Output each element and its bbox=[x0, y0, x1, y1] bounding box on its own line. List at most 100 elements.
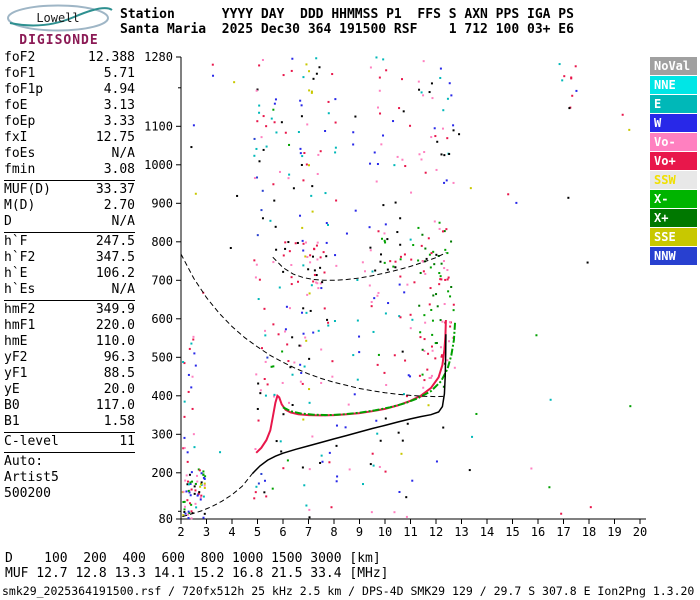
svg-text:3: 3 bbox=[203, 525, 210, 539]
header-station-values: Santa Maria 2025 Dec30 364 191500 RSF 1 … bbox=[120, 22, 574, 37]
param-auto: Auto: bbox=[4, 454, 44, 469]
svg-text:14: 14 bbox=[480, 525, 494, 539]
param-hes: h`Es N/A bbox=[4, 282, 135, 297]
x-axis-ticks: 2 3 4 5 6 7 8 9 10 11 12 13 14 15 16 17 18 19 20 bbox=[177, 519, 647, 539]
param-ye: yE 20.0 bbox=[4, 382, 135, 397]
legend-e: E bbox=[650, 95, 697, 113]
param-yf2: yF2 96.3 bbox=[4, 350, 135, 365]
svg-text:9: 9 bbox=[356, 525, 363, 539]
logo-oval bbox=[7, 4, 109, 32]
svg-text:15: 15 bbox=[505, 525, 519, 539]
svg-text:7: 7 bbox=[305, 525, 312, 539]
trace-O-mode-trace bbox=[255, 319, 447, 454]
header-column-titles: Station YYYY DAY DDD HHMMSS P1 FFS S AXN… bbox=[120, 7, 574, 22]
legend-noval: NoVal bbox=[650, 57, 697, 75]
svg-text:800: 800 bbox=[151, 235, 173, 249]
logo-product-text: DIGISONDE bbox=[19, 33, 98, 48]
param-hme: hmE 110.0 bbox=[4, 334, 135, 349]
svg-text:19: 19 bbox=[607, 525, 621, 539]
svg-text:12: 12 bbox=[429, 525, 443, 539]
svg-text:11: 11 bbox=[403, 525, 417, 539]
param-b1: B1 1.58 bbox=[4, 414, 135, 429]
svg-text:300: 300 bbox=[151, 427, 173, 441]
param-clevel: C-level 11 bbox=[4, 434, 135, 449]
logo-brand-text: Lowell bbox=[36, 11, 79, 25]
param-fof1: foF1 5.71 bbox=[4, 66, 135, 81]
legend-sse: SSE bbox=[650, 228, 697, 246]
param-yf1: yF1 88.5 bbox=[4, 366, 135, 381]
trace-profile-underside-model bbox=[182, 473, 253, 518]
parameter-panel: foF2 12.388 foF1 5.71 foF1p 4.94 foE 3.13 foEp 3.… bbox=[4, 49, 135, 504]
param-fof2: foF2 12.388 bbox=[4, 50, 135, 65]
svg-text:2: 2 bbox=[177, 525, 184, 539]
legend-vo: Vo- bbox=[650, 133, 697, 151]
footer-info: smk29_2025364191500.rsf / 720fx512h 25 k… bbox=[2, 584, 695, 598]
param-md: M(D) 2.70 bbox=[4, 198, 135, 213]
param-foes: foEs N/A bbox=[4, 146, 135, 161]
param-group: foF2 12.388 foF1 5.71 foF1p 4.94 foE 3.13 foEp 3.… bbox=[4, 49, 135, 180]
svg-text:6: 6 bbox=[279, 525, 286, 539]
svg-text:13: 13 bbox=[454, 525, 468, 539]
svg-text:400: 400 bbox=[151, 389, 173, 403]
svg-text:900: 900 bbox=[151, 196, 173, 210]
param-hf: h`F 247.5 bbox=[4, 234, 135, 249]
svg-text:200: 200 bbox=[151, 466, 173, 480]
trace-X-mode-trace bbox=[282, 321, 457, 417]
param-b0: B0 117.0 bbox=[4, 398, 135, 413]
legend-vo: Vo+ bbox=[650, 152, 697, 170]
trace-second-order-trace bbox=[272, 252, 447, 281]
svg-text:18: 18 bbox=[582, 525, 596, 539]
echo-dots bbox=[181, 56, 632, 520]
axes bbox=[180, 57, 646, 520]
y-axis-ticks: 1280 1100 1000 900 800 700 600 500 400 300 200 80 bbox=[144, 50, 181, 526]
legend-x: X- bbox=[650, 190, 697, 208]
param-foe: foE 3.13 bbox=[4, 98, 135, 113]
param-artist5: Artist5 bbox=[4, 470, 59, 485]
trace-transmission-curve bbox=[180, 253, 447, 398]
param-he: h`E 106.2 bbox=[4, 266, 135, 281]
svg-text:5: 5 bbox=[254, 525, 261, 539]
param-mufd: MUF(D) 33.37 bbox=[4, 182, 135, 197]
param-group: hmF2 349.9 hmF1 220.0 hmE 110.0 yF2 96.3 yF1 88.5… bbox=[4, 300, 135, 432]
legend-w: W bbox=[650, 114, 697, 132]
svg-text:16: 16 bbox=[531, 525, 545, 539]
param-d: D N/A bbox=[4, 214, 135, 229]
svg-text:1280: 1280 bbox=[144, 50, 173, 64]
logo-graphic: Lowell DIGISONDE bbox=[7, 4, 113, 48]
legend-nnw: NNW bbox=[650, 247, 697, 265]
legend-x: X+ bbox=[650, 209, 697, 227]
param-group: Auto: Artist5 500200 bbox=[4, 453, 135, 504]
svg-text:600: 600 bbox=[151, 312, 173, 326]
trace-true-height-profile bbox=[251, 334, 447, 475]
param-foep: foEp 3.33 bbox=[4, 114, 135, 129]
svg-text:17: 17 bbox=[556, 525, 570, 539]
param-hf2: h`F2 347.5 bbox=[4, 250, 135, 265]
param-500200: 500200 bbox=[4, 486, 51, 501]
svg-text:500: 500 bbox=[151, 350, 173, 364]
svg-text:10: 10 bbox=[378, 525, 392, 539]
svg-text:700: 700 bbox=[151, 273, 173, 287]
param-fxi: fxI 12.75 bbox=[4, 130, 135, 145]
svg-text:1100: 1100 bbox=[144, 119, 173, 133]
param-group: h`F 247.5 h`F2 347.5 h`E 106.2 h`Es N/A bbox=[4, 232, 135, 300]
param-group: MUF(D) 33.37 M(D) 2.70 D N/A bbox=[4, 180, 135, 232]
legend-nne: NNE bbox=[650, 76, 697, 94]
svg-text:4: 4 bbox=[228, 525, 235, 539]
legend: NoVal NNE E W Vo- Vo+ SSW X- X+ SSE NNW bbox=[650, 57, 697, 266]
param-hmf2: hmF2 349.9 bbox=[4, 302, 135, 317]
traces bbox=[180, 252, 457, 518]
legend-ssw: SSW bbox=[650, 171, 697, 189]
lowell-digisonde-logo: Lowell DIGISONDE bbox=[4, 3, 116, 49]
param-group: C-level 11 bbox=[4, 432, 135, 453]
svg-text:80: 80 bbox=[159, 512, 173, 526]
logo-swoosh bbox=[9, 7, 113, 27]
param-fmin: fmin 3.08 bbox=[4, 162, 135, 177]
muf-row: MUF 12.7 12.8 13.3 14.1 15.2 16.8 21.5 3… bbox=[5, 566, 389, 581]
param-fof1p: foF1p 4.94 bbox=[4, 82, 135, 97]
svg-text:1000: 1000 bbox=[144, 158, 173, 172]
svg-text:20: 20 bbox=[633, 525, 647, 539]
param-hmf1: hmF1 220.0 bbox=[4, 318, 135, 333]
svg-text:8: 8 bbox=[330, 525, 337, 539]
